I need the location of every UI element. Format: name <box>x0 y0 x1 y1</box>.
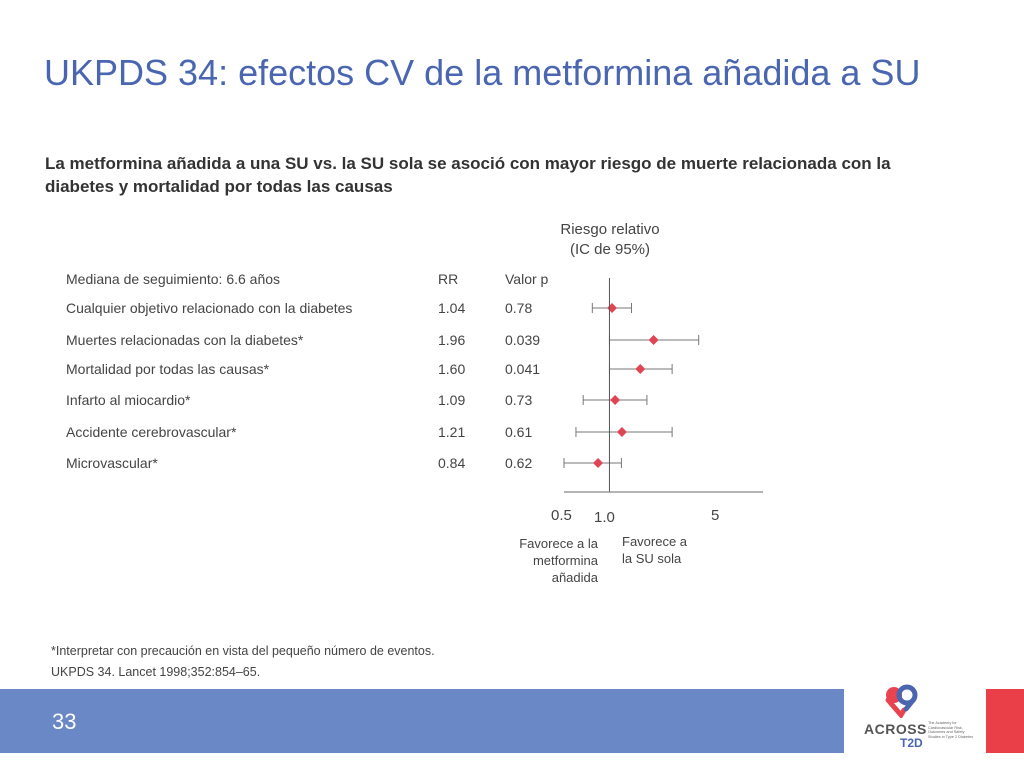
row-rr: 1.60 <box>438 361 466 377</box>
logo-name-t2d: T2D <box>900 736 923 750</box>
rr-marker <box>635 364 646 374</box>
header-p-value: Valor p <box>505 271 549 287</box>
x-tick-5: 5 <box>711 507 720 524</box>
rr-marker <box>593 458 604 468</box>
favors-left-line1: Favorece a la <box>519 536 598 551</box>
axis-title-line2: (IC de 95%) <box>569 241 651 258</box>
row-label: Mortalidad por todas las causas* <box>66 361 270 377</box>
row-p: 0.61 <box>505 424 533 440</box>
rr-marker <box>610 395 621 405</box>
favors-left-line3: añadida <box>551 570 598 585</box>
logo-name-across: ACROSS <box>864 721 927 737</box>
row-rr: 1.04 <box>438 300 466 316</box>
favors-right-line2: la SU sola <box>622 551 682 566</box>
slide-number: 33 <box>52 709 77 734</box>
row-rr: 1.96 <box>438 332 466 348</box>
row-label: Infarto al miocardio* <box>66 392 191 408</box>
axis-title-line1: Riesgo relativo <box>560 221 660 238</box>
row-p: 0.041 <box>505 361 541 377</box>
row-p: 0.62 <box>505 455 533 471</box>
favors-right-line1: Favorece a <box>622 534 688 549</box>
row-p: 0.039 <box>505 332 541 348</box>
row-p: 0.73 <box>505 392 533 408</box>
row-p: 0.78 <box>505 300 533 316</box>
favors-left-line2: metformina <box>532 553 598 568</box>
x-tick-1.0: 1.0 <box>594 509 615 526</box>
rr-marker <box>616 427 627 437</box>
forest-axis-title: Riesgo relativo (IC de 95%) <box>530 220 690 260</box>
logo-tagline: The Academy for Cardiovascular Risk, Out… <box>928 721 974 739</box>
footnote: *Interpretar con precaución en vista del… <box>51 644 435 658</box>
row-label: Microvascular* <box>66 455 158 471</box>
row-label: Cualquier objetivo relacionado con la di… <box>66 300 353 316</box>
row-rr: 0.84 <box>438 455 466 471</box>
row-rr: 1.21 <box>438 424 466 440</box>
red-accent-bar <box>986 689 1024 753</box>
header-followup: Mediana de seguimiento: 6.6 años <box>66 271 281 287</box>
row-rr: 1.09 <box>438 392 466 408</box>
favors-metformin-label: Favorece a la metformina añadida <box>498 535 598 586</box>
reference: UKPDS 34. Lancet 1998;352:854–65. <box>51 665 261 679</box>
header-rr: RR <box>438 271 459 287</box>
row-label: Muertes relacionadas con la diabetes* <box>66 332 304 348</box>
rr-marker <box>648 335 659 345</box>
slide-subtitle: La metformina añadida a una SU vs. la SU… <box>45 154 891 196</box>
footer-bar <box>0 689 844 753</box>
heart-logo-icon <box>885 684 918 718</box>
across-t2d-logo: ACROSS T2D The Academy for Cardiovascula… <box>858 684 980 754</box>
x-tick-0.5: 0.5 <box>551 507 572 524</box>
row-label: Accidente cerebrovascular* <box>66 424 237 440</box>
slide-title: UKPDS 34: efectos CV de la metformina añ… <box>44 52 921 93</box>
favors-su-label: Favorece a la SU sola <box>622 533 687 567</box>
rr-marker <box>607 303 618 313</box>
